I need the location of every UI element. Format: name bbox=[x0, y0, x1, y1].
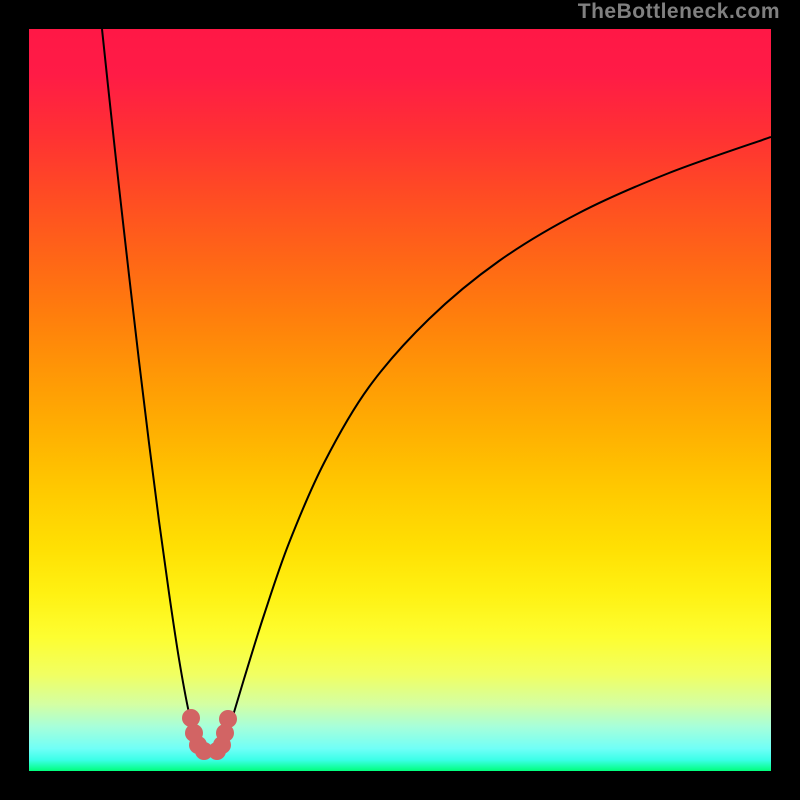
chart-svg bbox=[29, 29, 771, 771]
left-curve bbox=[102, 29, 202, 751]
watermark-text: TheBottleneck.com bbox=[578, 0, 780, 24]
right-curve bbox=[222, 137, 771, 751]
plot-area bbox=[29, 29, 771, 771]
marker-group bbox=[182, 709, 237, 760]
data-marker bbox=[219, 710, 237, 728]
data-marker bbox=[182, 709, 200, 727]
